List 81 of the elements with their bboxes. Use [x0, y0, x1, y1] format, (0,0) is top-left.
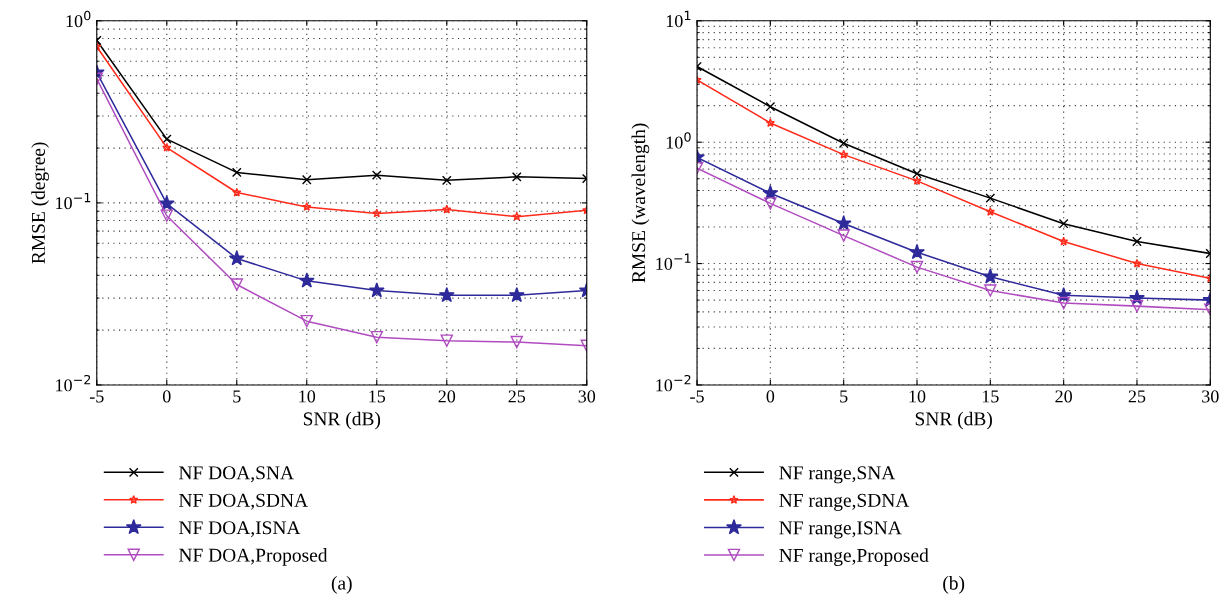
- point: [301, 174, 312, 185]
- point: [1058, 218, 1069, 229]
- legend-label: NF range,Proposed: [779, 548, 929, 566]
- y-axis-title: RMSE (wavelength): [631, 123, 650, 283]
- x-tick-label: 20: [1055, 390, 1072, 403]
- x-tick-label: 15: [982, 390, 999, 403]
- point: [512, 211, 522, 221]
- point: [910, 260, 924, 274]
- point: [909, 243, 925, 260]
- point: [1132, 258, 1142, 268]
- point: [231, 167, 242, 178]
- point: [508, 286, 525, 303]
- legend-label: NF range,ISNA: [779, 521, 902, 539]
- point: [1058, 236, 1069, 246]
- y-tick-label: 10$^{−1}$: [56, 192, 91, 210]
- point: [984, 284, 997, 297]
- x-tick-label: 25: [1128, 390, 1146, 403]
- point: [912, 176, 922, 185]
- legend-label: NF DOA,SNA: [179, 466, 294, 483]
- point: [440, 334, 454, 347]
- x-tick-label: -5: [89, 390, 104, 403]
- point: [228, 250, 245, 266]
- point: [160, 209, 174, 222]
- x-tick-label: 0: [162, 390, 171, 403]
- point: [985, 206, 995, 216]
- x-axis-title: SNR (dB): [915, 411, 992, 430]
- point: [1132, 236, 1142, 247]
- point: [510, 335, 524, 349]
- x-tick-label: 5: [840, 390, 848, 403]
- x-tick-label: 5: [233, 390, 241, 403]
- point: [764, 197, 777, 210]
- point: [442, 204, 452, 214]
- legend-label: NF DOA,SDNA: [179, 493, 308, 510]
- point: [232, 187, 242, 197]
- point: [438, 286, 455, 303]
- point: [161, 134, 172, 144]
- y-tick-label: 10$^{−1}$: [656, 253, 691, 270]
- point: [162, 142, 172, 152]
- legend-label: NF range,SNA: [779, 466, 896, 484]
- y-tick-label: 10$^{0}$: [666, 132, 691, 149]
- point: [372, 208, 382, 218]
- point: [765, 118, 776, 128]
- point: [837, 229, 850, 242]
- point: [300, 314, 314, 328]
- point: [370, 330, 384, 344]
- point: [302, 202, 312, 211]
- x-tick-label: 20: [438, 390, 456, 403]
- point: [441, 175, 452, 186]
- point: [912, 168, 922, 179]
- x-tick-label: 30: [578, 390, 596, 403]
- y-tick-label: 10$^{−2}$: [56, 374, 91, 392]
- y-axis-title: RMSE (degree): [31, 142, 49, 264]
- legend-label: NF range,SDNA: [779, 493, 910, 511]
- legend-label: NF DOA,ISNA: [179, 521, 301, 538]
- x-tick-label: 30: [1202, 390, 1219, 403]
- point: [765, 101, 776, 112]
- point: [1057, 296, 1070, 310]
- point: [838, 138, 849, 149]
- legend-label: NF DOA,Proposed: [179, 548, 328, 566]
- x-tick-label: 0: [766, 390, 775, 403]
- x-tick-label: 10: [299, 390, 316, 403]
- x-axis-title: SNR (dB): [303, 411, 381, 430]
- point: [839, 149, 849, 159]
- point: [1130, 299, 1144, 313]
- point: [985, 193, 996, 203]
- point: [298, 272, 315, 288]
- point: [230, 278, 244, 291]
- y-tick-label: 10$^{0}$: [66, 10, 91, 28]
- point: [511, 171, 522, 182]
- y-tick-label: 10$^{1}$: [666, 10, 691, 28]
- text: (a): [331, 576, 352, 594]
- point: [371, 170, 382, 181]
- x-tick-label: 15: [369, 390, 386, 403]
- x-tick-label: 25: [508, 390, 526, 403]
- x-tick-label: -5: [690, 390, 704, 403]
- point: [368, 282, 385, 298]
- text: (b): [943, 576, 965, 594]
- point: [982, 268, 999, 284]
- point: [835, 215, 852, 231]
- x-tick-label: 10: [909, 390, 926, 403]
- y-tick-label: 10$^{−2}$: [656, 374, 691, 392]
